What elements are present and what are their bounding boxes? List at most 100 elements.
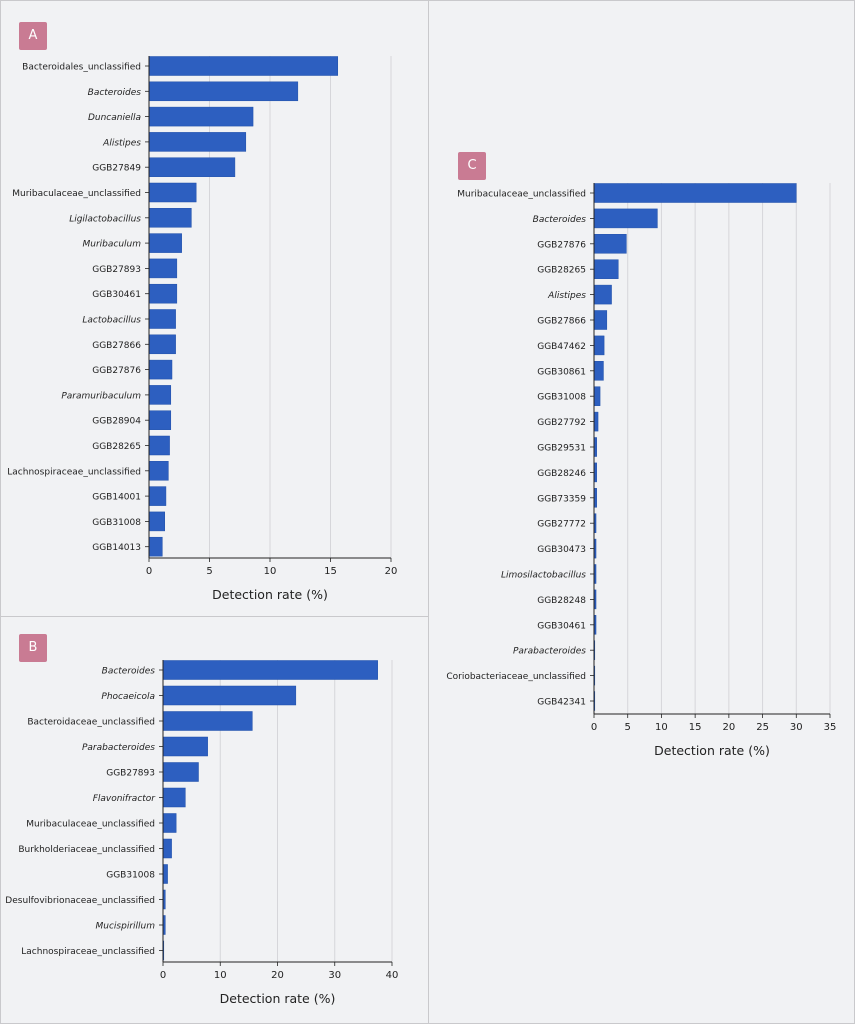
panel-c-xtick-label: 30 <box>790 722 803 733</box>
panel-b-category-label: Bacteroidaceae_unclassified <box>27 718 155 728</box>
panel-c-category-label: GGB28265 <box>537 266 586 276</box>
panel-c-category-label: GGB27876 <box>537 240 586 250</box>
panel-a-bar <box>148 283 178 304</box>
panel-a-bar <box>148 81 299 102</box>
panel-a-bar <box>148 486 167 506</box>
panel-a-xtick-label: 0 <box>146 566 152 577</box>
panel-c-category-label: Limosilactobacillus <box>501 571 586 581</box>
panel-c-bar <box>593 183 797 203</box>
panel-a-bar <box>148 511 165 532</box>
panel-a-category-label: GGB27849 <box>92 164 141 174</box>
panel-c-bar <box>593 310 608 330</box>
panel-b-bar <box>162 685 297 706</box>
panel-a-category-label: Lachnospiraceae_unclassified <box>7 467 141 477</box>
panel-c-category-label: Alistipes <box>547 291 586 301</box>
panel-c-category-label: Bacteroides <box>533 215 587 225</box>
panel-b-bar <box>162 736 208 757</box>
panel-a-category-label: Bacteroidales_unclassified <box>22 63 141 73</box>
panel-a-bar <box>148 182 197 203</box>
panel-a-bar <box>148 309 176 329</box>
panel-b-category-label: Burkholderiaceae_unclassified <box>18 845 155 855</box>
panel-a-xtick-label: 15 <box>324 566 337 577</box>
panel-b-xtick-label: 20 <box>271 970 284 981</box>
panel-a-bar <box>148 435 170 456</box>
panel-b-category-label: Mucispirillum <box>96 922 156 932</box>
panel-a-bar <box>148 132 247 152</box>
panel-a-x-axis-label: Detection rate (%) <box>212 587 328 602</box>
panel-b-bar <box>162 787 186 808</box>
panel-c-category-label: GGB73359 <box>537 494 586 504</box>
panel-a-category-label: GGB31008 <box>92 518 141 528</box>
panel-c-xtick-label: 25 <box>756 722 769 733</box>
panel-c-xtick-label: 5 <box>625 722 631 733</box>
panel-b-bar <box>162 762 199 782</box>
panel-b-bar <box>162 813 177 833</box>
panel-a-category-label: GGB27876 <box>92 366 141 376</box>
panel-c-xtick-label: 15 <box>689 722 702 733</box>
panel-a-category-label: GGB27866 <box>92 341 141 351</box>
panel-c-category-label: Parabacteroides <box>513 647 586 657</box>
panel-c-bar <box>593 361 604 381</box>
panel-a-category-label: Lactobacillus <box>82 316 141 326</box>
panel-c-category-label: GGB27792 <box>537 418 586 428</box>
panel-c-category-label: Muribaculaceae_unclassified <box>457 190 586 200</box>
panel-c-bar <box>593 335 605 356</box>
panel-a-category-label: Duncaniella <box>88 113 141 123</box>
panel-c-bar <box>593 234 627 254</box>
panel-a-bar <box>148 410 172 430</box>
panel-c-category-label: GGB30461 <box>537 621 586 631</box>
panel-a-category-label: GGB28904 <box>92 417 141 427</box>
panel-a-bar <box>148 258 178 279</box>
panel-a-bar <box>148 461 169 481</box>
panel-b-category-label: Lachnospiraceae_unclassified <box>21 947 155 957</box>
panel-a-category-label: Muribaculaceae_unclassified <box>12 189 141 199</box>
panel-b-category-label: GGB27893 <box>106 769 155 779</box>
panel-a-bar <box>148 56 339 76</box>
panel-b-bar <box>162 711 253 731</box>
panel-b-bar <box>162 660 378 680</box>
panel-a-category-label: Bacteroides <box>88 88 142 98</box>
panel-c-category-label: GGB31008 <box>537 393 586 403</box>
panel-b-xtick-label: 40 <box>386 970 399 981</box>
panel-a-bar <box>148 106 254 127</box>
panel-a-bar <box>148 385 172 405</box>
panel-c-category-label: GGB30861 <box>537 367 586 377</box>
panel-b-category-label: Flavonifractor <box>93 794 157 804</box>
panel-a-category-label: GGB30461 <box>92 290 141 300</box>
panel-a-category-label: Muribaculum <box>82 240 141 250</box>
panel-c-bar <box>593 386 601 406</box>
panel-b-xtick-label: 30 <box>328 970 341 981</box>
panel-b-category-label: Parabacteroides <box>82 743 155 753</box>
panel-a-category-label: Alistipes <box>102 138 141 148</box>
panel-a-xtick-label: 10 <box>264 566 277 577</box>
panel-c-category-label: GGB28248 <box>537 596 586 606</box>
panel-c-category-label: GGB27772 <box>537 520 586 530</box>
panel-c-category-label: GGB42341 <box>537 698 586 708</box>
panel-c-category-label: Coriobacteriaceae_unclassified <box>446 672 586 682</box>
panel-b-category-label: Muribaculaceae_unclassified <box>26 820 155 830</box>
panel-c-xtick-label: 35 <box>824 722 837 733</box>
panel-a-category-label: Ligilactobacillus <box>69 214 141 224</box>
panel-c-bar <box>593 411 599 432</box>
panel-c-xtick-label: 10 <box>655 722 668 733</box>
panel-a-bar <box>148 334 176 355</box>
panel-b-badge: B <box>19 634 47 662</box>
panel-b-category-label: Bacteroides <box>102 667 156 677</box>
panel-c-bar <box>593 208 658 229</box>
panel-a-badge: A <box>19 22 47 50</box>
panel-a-bar <box>148 208 192 228</box>
panel-a-category-label: GGB28265 <box>92 442 141 452</box>
panel-b-x-axis-label: Detection rate (%) <box>220 991 336 1006</box>
panel-c-xtick-label: 0 <box>591 722 597 733</box>
panel-a-bar <box>148 359 173 380</box>
panel-b-bar <box>162 864 168 884</box>
panel-b-category-label: GGB31008 <box>106 871 155 881</box>
panel-c-category-label: GGB30473 <box>537 545 586 555</box>
panel-c-bar <box>593 284 612 305</box>
panel-a-bar <box>148 157 236 177</box>
panel-c-category-label: GGB47462 <box>537 342 586 352</box>
panel-c-xtick-label: 20 <box>722 722 735 733</box>
panel-b-category-label: Phocaeicola <box>101 692 155 702</box>
panel-a-category-label: GGB14013 <box>92 543 141 553</box>
